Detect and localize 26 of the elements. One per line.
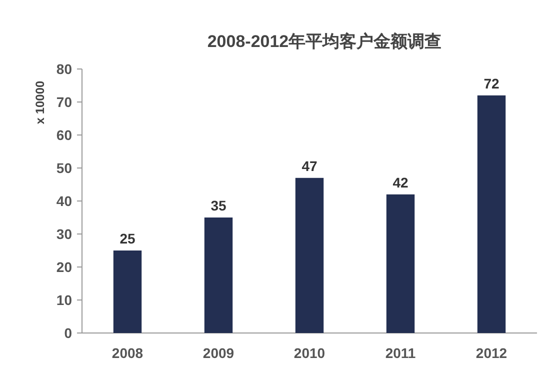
- bar: [204, 218, 233, 333]
- x-tick-label: 2010: [294, 345, 326, 361]
- bar: [113, 250, 142, 333]
- y-tick-label: 50: [56, 160, 72, 176]
- bar: [295, 178, 324, 333]
- bar: [477, 95, 506, 333]
- x-tick-label: 2008: [112, 345, 144, 361]
- x-tick-label: 2011: [385, 345, 416, 361]
- y-axis-title: x 10000: [33, 80, 47, 124]
- y-tick-label: 30: [56, 226, 72, 242]
- y-tick-label: 70: [56, 94, 72, 110]
- y-tick-label: 80: [56, 61, 72, 77]
- bar: [386, 194, 415, 333]
- y-tick-label: 20: [56, 259, 72, 275]
- y-tick-label: 40: [56, 193, 72, 209]
- data-label: 42: [392, 174, 408, 190]
- y-tick-label: 60: [56, 127, 72, 143]
- x-tick-label: 2012: [476, 345, 508, 361]
- data-label: 47: [302, 158, 318, 174]
- data-label: 72: [484, 75, 500, 92]
- y-tick-label: 0: [64, 325, 72, 341]
- data-label: 25: [120, 230, 136, 246]
- y-tick-label: 10: [56, 292, 72, 308]
- x-tick-label: 2009: [202, 345, 234, 361]
- data-label: 35: [210, 198, 226, 214]
- chart-title: 2008-2012年平均客户金额调查: [207, 32, 442, 51]
